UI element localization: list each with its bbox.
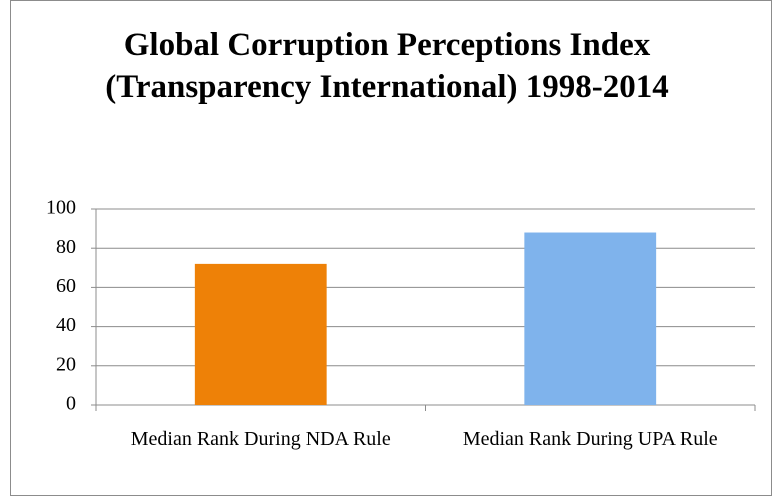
y-tick-label: 80 [56,236,76,258]
chart-frame [10,0,772,496]
x-tick-label: Median Rank During UPA Rule [462,428,718,450]
bar [194,263,327,405]
y-tick-label: 100 [46,197,76,219]
chart-title: Global Corruption Perceptions Index (Tra… [105,27,669,105]
y-tick-label: 0 [66,393,76,415]
y-tick-label: 40 [56,314,76,336]
x-tick-label: Median Rank During NDA Rule [130,428,391,450]
bar [524,232,657,405]
y-tick-label: 60 [56,275,76,297]
y-tick-label: 20 [56,353,76,375]
